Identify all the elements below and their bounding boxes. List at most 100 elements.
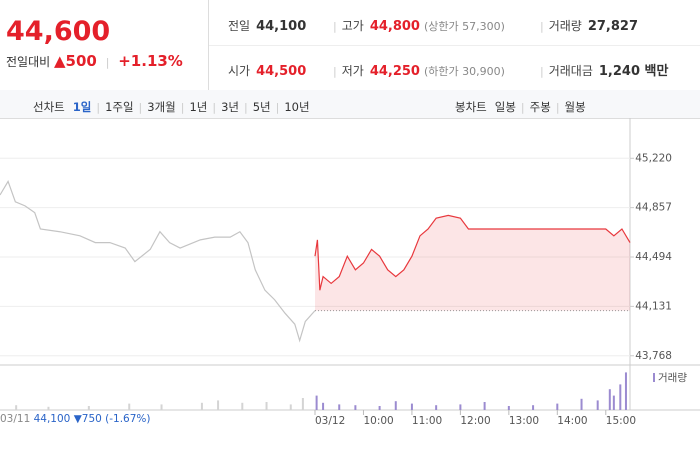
separator: | (520, 101, 525, 114)
separator: | (333, 20, 337, 33)
info-item: | 거래대금 1,240 백만 (535, 60, 668, 79)
volume-bar (265, 402, 268, 410)
separator: | (138, 101, 143, 114)
y-tick-label: 44,131 (635, 300, 672, 312)
separator: | (244, 101, 248, 114)
tab[interactable]: 3개월 (147, 100, 176, 114)
info-label: 고가 (341, 19, 364, 33)
change-pct: +1.13% (118, 52, 183, 70)
volume-bar (160, 404, 163, 410)
info-item: 시가 44,500 (228, 60, 306, 79)
x-tick-label: 14:00 (557, 415, 587, 427)
chart: 45,220 44,857 44,494 44,131 43,768 03/12 10:00… (0, 118, 700, 427)
y-tick-label: 44,494 (635, 251, 672, 263)
info-label: 시가 (228, 64, 251, 78)
volume-bar (507, 406, 510, 410)
area (315, 215, 630, 311)
volume-bar (394, 401, 397, 410)
info-label: 거래량 (548, 19, 582, 33)
volume-bar (338, 404, 341, 410)
info-value: 44,100 (256, 19, 307, 34)
volume-bar (128, 403, 131, 410)
volume-bar (556, 403, 559, 410)
separator: | (180, 101, 185, 114)
prev-day: 03/11 44,100 ▼750 (-1.67%) (0, 413, 151, 425)
volume-bar (301, 398, 304, 410)
separator: | (333, 65, 337, 78)
info-note: (하한가 30,900) (423, 65, 505, 78)
volume-bar (608, 389, 611, 410)
volume-bar (87, 406, 90, 410)
volume-bar (483, 402, 486, 410)
legend-label: 거래량 (658, 372, 687, 384)
line-tabs: 선차트 1일 | 1주일 | 3개월 | 1년 | 3년 | 5년 | 10년 (33, 96, 310, 115)
info-value: 44,800 (369, 19, 420, 34)
tab[interactable]: 3년 (221, 100, 239, 114)
info-item: | 저가 44,250 (하한가 30,900) (328, 60, 505, 79)
volume-bar (410, 403, 413, 410)
separator: | (540, 20, 544, 33)
info-item: | 고가 44,800 (상한가 57,300) (328, 15, 505, 34)
tab[interactable]: 월봉 (564, 100, 586, 114)
prev-change: ▼750 (-1.67%) (73, 413, 151, 425)
tab-bar (0, 90, 700, 119)
volume-bar (619, 384, 622, 410)
volume-bar (435, 405, 438, 410)
info-value: 44,500 (256, 64, 307, 79)
separator: | (212, 101, 217, 114)
volume-bar (354, 405, 357, 410)
volume-bar (624, 372, 627, 410)
price-line (314, 214, 631, 291)
change-label: 전일대비 (6, 55, 51, 69)
info-label: 거래대금 (548, 64, 593, 78)
tab[interactable]: 주봉 (529, 100, 551, 114)
tab-group-label: 선차트 (33, 100, 65, 114)
divider (208, 0, 209, 90)
prev-date: 03/11 (0, 413, 31, 425)
separator: | (555, 101, 560, 114)
volume-bar (315, 395, 318, 410)
prev-close: 44,100 (33, 413, 71, 425)
candle-tabs: 봉차트 일봉 | 주봉 | 월봉 (455, 96, 586, 115)
volume-bar (241, 402, 244, 410)
volume-bar (200, 402, 203, 410)
volume-bar (580, 398, 583, 410)
y-tick-label: 43,768 (635, 350, 672, 362)
separator: | (275, 101, 280, 114)
tab[interactable]: 1주일 (105, 100, 134, 114)
x-tick-label: 12:00 (460, 415, 490, 427)
tab[interactable]: 10년 (284, 100, 310, 114)
volume-bar (532, 405, 535, 410)
separator: | (540, 65, 544, 78)
x-tick-label: 10:00 (363, 415, 393, 427)
volume-bar (15, 405, 18, 410)
volume-bar (378, 406, 381, 410)
tab[interactable]: 일봉 (494, 100, 516, 114)
change-row: 전일대비 ▲500 | +1.13% (6, 52, 183, 70)
tab[interactable]: 1일 (72, 100, 92, 114)
info-label: 저가 (341, 64, 364, 78)
tab[interactable]: 5년 (252, 100, 271, 114)
x-tick-label: 03/12 (315, 415, 345, 427)
info-value: 27,827 (587, 19, 639, 34)
info-note: (상한가 57,300) (423, 20, 505, 33)
y-tick-label: 45,220 (635, 152, 672, 164)
change: ▲500 (54, 52, 97, 70)
volume-bar (217, 400, 220, 410)
info-label: 전일 (228, 19, 251, 33)
info-item: 전일 44,100 (228, 15, 306, 34)
volume-bar (612, 395, 615, 410)
volume-bar (47, 406, 50, 410)
separator: | (96, 101, 101, 114)
volume-bar (596, 400, 599, 410)
y-tick-label: 44,857 (635, 202, 672, 214)
tab-group-label: 봉차트 (455, 100, 487, 114)
info-value: 1,240 백만 (598, 64, 669, 79)
divider (209, 45, 700, 46)
tab[interactable]: 1년 (189, 100, 208, 114)
volume-bar (459, 404, 462, 410)
legend-swatch (653, 373, 655, 382)
separator: | (105, 56, 110, 69)
price: 44,600 (6, 16, 111, 47)
